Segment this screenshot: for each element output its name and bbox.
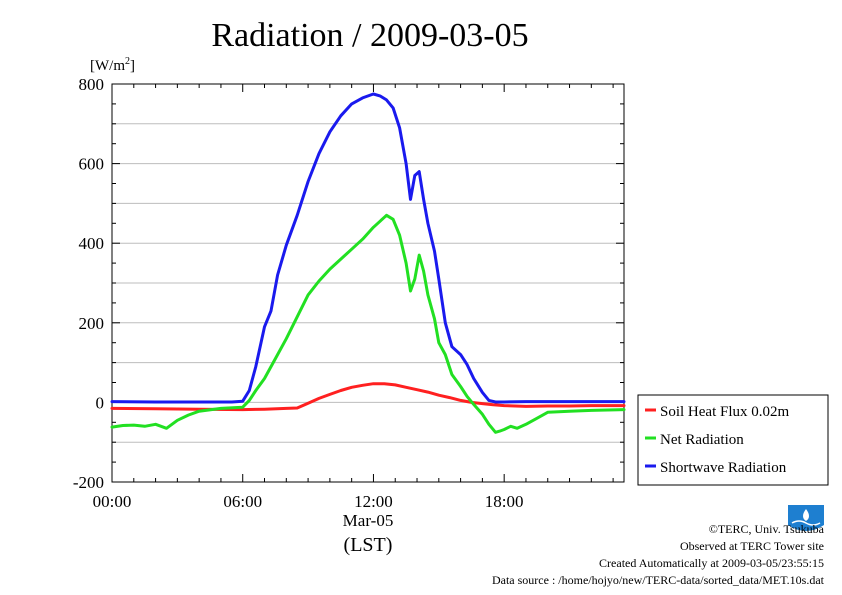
y-tick-label: -200 <box>73 473 104 492</box>
grid-lines <box>112 123 624 443</box>
chart-title: Radiation / 2009-03-05 <box>211 17 528 54</box>
footer-observed: Observed at TERC Tower site <box>679 539 824 553</box>
series-line-shortwave-radiation <box>110 92 626 404</box>
series-line-soil-heat-flux-0-02m <box>110 382 626 412</box>
legend-label: Net Radiation <box>660 432 744 448</box>
y-tick-label: 400 <box>79 234 105 253</box>
x-tick-label: 06:00 <box>223 492 262 511</box>
y-axis: 800 600 400 200 0 -200 <box>73 75 624 492</box>
series-line-net-radiation <box>110 213 626 434</box>
y-axis-unit: [W/m2] <box>90 56 135 74</box>
y-tick-label: 200 <box>79 314 105 333</box>
legend-label: Soil Heat Flux 0.02m <box>660 404 790 420</box>
x-axis-label: (LST) <box>344 534 393 556</box>
footer-source: Data source : /home/hojyo/new/TERC-data/… <box>491 573 824 587</box>
terc-logo <box>786 503 826 535</box>
y-tick-label: 800 <box>79 75 105 94</box>
footer-created: Created Automatically at 2009-03-05/23:5… <box>599 556 824 570</box>
legend-box <box>637 394 829 486</box>
x-tick-label: 12:00 <box>354 492 393 511</box>
series-lines <box>110 92 626 434</box>
x-tick-label: 18:00 <box>485 492 524 511</box>
x-axis-date-label: Mar-05 <box>343 511 394 530</box>
footer-copyright: ©TERC, Univ. Tsukuba <box>708 522 824 536</box>
y-tick-label: 600 <box>79 155 105 174</box>
x-axis: 00:00 06:00 12:00 18:00 <box>93 84 614 511</box>
legend: Soil Heat Flux 0.02m Net Radiation Shortwa… <box>637 394 829 486</box>
x-tick-label: 00:00 <box>93 492 132 511</box>
y-tick-label: 0 <box>96 393 105 412</box>
legend-label: Shortwave Radiation <box>660 460 787 476</box>
